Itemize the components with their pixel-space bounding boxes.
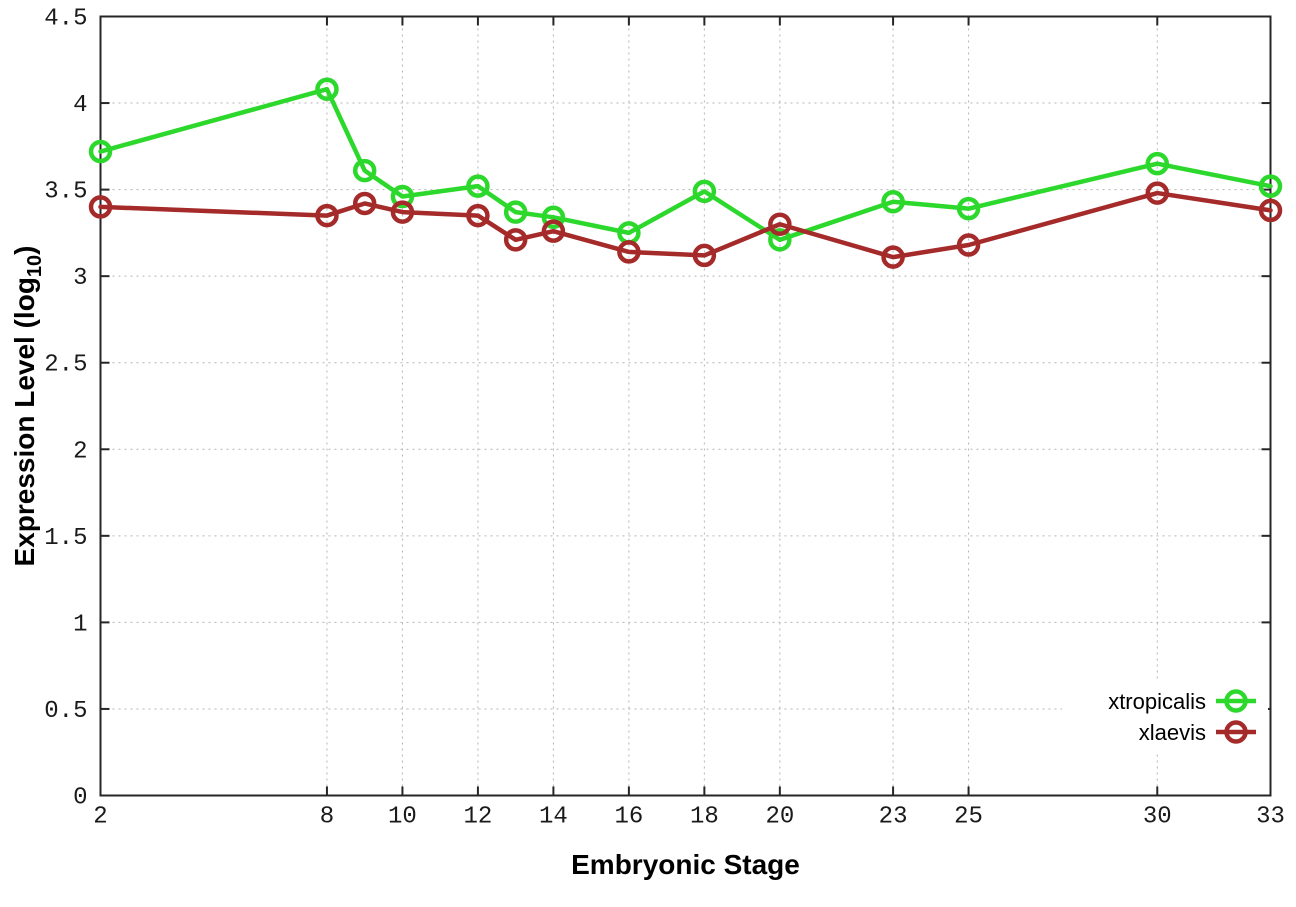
series-xlaevis-point-8: [315, 203, 339, 228]
y-axis-title-close: ): [9, 246, 40, 255]
x-tick-label-10: 10: [388, 804, 417, 831]
series-xtropicalis-point-18: [692, 179, 717, 204]
y-axis-title-sub: 10: [24, 255, 46, 277]
series-xtropicalis-point-23: [881, 189, 905, 214]
series-xlaevis-point-13: [503, 228, 528, 252]
x-tick-label-18: 18: [690, 804, 719, 831]
y-tick-label-1.5: 1.5: [44, 525, 87, 552]
y-tick-label-1: 1: [73, 611, 87, 638]
series-xtropicalis-line: [98, 86, 1273, 243]
x-tick-label-2: 2: [93, 804, 107, 831]
y-axis-title: Expression Level (log10): [9, 246, 46, 567]
y-tick-label-4: 4: [73, 92, 87, 119]
y-tick-label-0: 0: [73, 785, 87, 812]
series-xlaevis-line: [98, 190, 1273, 260]
plot-border: [99, 15, 1272, 797]
y-tick-label-0.5: 0.5: [44, 698, 87, 725]
x-tick-label-8: 8: [320, 804, 334, 831]
series-xtropicalis-point-20: [768, 228, 792, 252]
series-xtropicalis-point-30: [1145, 151, 1170, 176]
x-tick-label-30: 30: [1143, 804, 1172, 831]
y-tick-label-4.5: 4.5: [44, 6, 87, 33]
x-tick-label-23: 23: [879, 804, 908, 831]
x-tick-label-16: 16: [614, 804, 643, 831]
y-tick-label-2.5: 2.5: [44, 352, 87, 379]
x-tick-label-12: 12: [464, 804, 493, 831]
legend-marker-xtropicalis: [1224, 689, 1248, 713]
series-xlaevis-point-33: [1258, 198, 1283, 223]
series-xlaevis-point-16: [617, 240, 641, 264]
y-tick-label-3.5: 3.5: [44, 179, 87, 206]
series-xtropicalis-point-33: [1258, 174, 1283, 198]
series-xtropicalis-point-14: [541, 205, 566, 230]
x-axis-title: Embryonic Stage: [571, 849, 800, 880]
y-axis-title-main: Expression Level (log: [9, 277, 40, 566]
series-xlaevis-point-23: [881, 245, 905, 269]
x-tick-label-33: 33: [1256, 804, 1285, 831]
legend-marker-xlaevis: [1224, 720, 1248, 744]
series-xlaevis-point-14: [541, 219, 566, 243]
series-xtropicalis-point-12: [466, 174, 490, 198]
series-xlaevis-point-12: [466, 203, 490, 228]
legend-label-xlaevis: xlaevis: [1139, 720, 1206, 745]
series-xtropicalis-point-2: [88, 139, 113, 164]
series-xlaevis-point-25: [956, 233, 981, 257]
series-xtropicalis-point-8: [315, 77, 339, 101]
y-tick-label-2: 2: [73, 438, 87, 465]
series-xlaevis-point-10: [390, 200, 415, 224]
series-xlaevis-point-2: [88, 195, 113, 219]
series-xtropicalis-point-10: [390, 184, 415, 209]
series-xlaevis-point-9: [352, 191, 377, 216]
legend-label-xtropicalis: xtropicalis: [1108, 689, 1206, 714]
series-xlaevis-point-18: [692, 243, 717, 268]
series-xtropicalis-point-13: [503, 200, 528, 224]
y-tick-label-3: 3: [73, 265, 87, 292]
series-xtropicalis-point-9: [352, 158, 377, 183]
series-xlaevis-point-20: [768, 212, 792, 236]
x-tick-label-25: 25: [954, 804, 983, 831]
series-xlaevis-point-30: [1145, 181, 1170, 205]
x-tick-label-14: 14: [539, 804, 568, 831]
series-xtropicalis-point-25: [956, 196, 981, 221]
x-tick-label-20: 20: [765, 804, 794, 831]
